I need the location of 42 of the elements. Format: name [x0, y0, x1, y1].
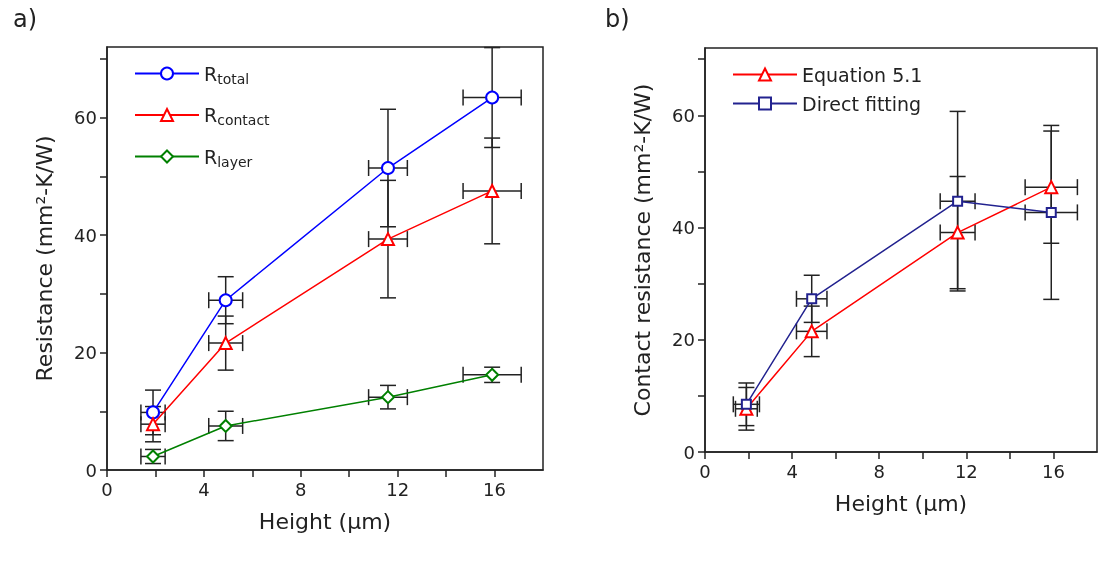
point: [218, 336, 233, 351]
y-tick-label: 20: [74, 342, 97, 363]
x-tick-label: 0: [699, 460, 711, 482]
point: [485, 90, 500, 105]
point: [1045, 206, 1057, 218]
x-tick-label: 12: [954, 460, 978, 482]
x-tick-label: 4: [198, 478, 210, 500]
x-axis-title: Height (µm): [258, 508, 392, 534]
y-tick-label: 40: [672, 217, 695, 239]
legend-label: Direct fitting: [802, 92, 922, 115]
y-tick-label: 60: [74, 107, 97, 128]
x-tick-label: 8: [295, 478, 307, 500]
y-tick-label: 40: [74, 224, 97, 246]
point: [218, 293, 233, 308]
point: [740, 398, 752, 410]
y-axis-title: Contact resistance (mm²-K/W): [629, 83, 655, 417]
point: [146, 417, 161, 432]
point: [380, 232, 395, 247]
x-tick-label: 12: [386, 478, 410, 500]
x-tick-label: 8: [873, 460, 885, 482]
point: [1044, 180, 1059, 195]
legend-label: Equation 5.1: [802, 63, 923, 86]
point: [380, 390, 395, 405]
point: [804, 324, 819, 339]
y-tick-label: 0: [683, 441, 695, 463]
chart-title: a): [13, 5, 38, 33]
x-tick-label: 16: [1041, 460, 1065, 482]
y-axis-title: Resistance (mm²-K/W): [31, 135, 57, 382]
y-tick-label: 60: [672, 104, 695, 126]
point: [806, 293, 818, 305]
x-tick-label: 16: [483, 478, 507, 500]
x-tick-label: 0: [101, 478, 113, 500]
chart-title: b): [605, 5, 630, 33]
point: [146, 405, 161, 420]
point: [380, 161, 395, 176]
point: [485, 183, 500, 198]
x-axis-title: Height (µm): [834, 490, 968, 516]
point: [950, 225, 965, 240]
x-tick-label: 4: [786, 460, 798, 482]
point: [952, 195, 964, 207]
point: [218, 418, 233, 433]
y-tick-label: 20: [672, 329, 695, 351]
